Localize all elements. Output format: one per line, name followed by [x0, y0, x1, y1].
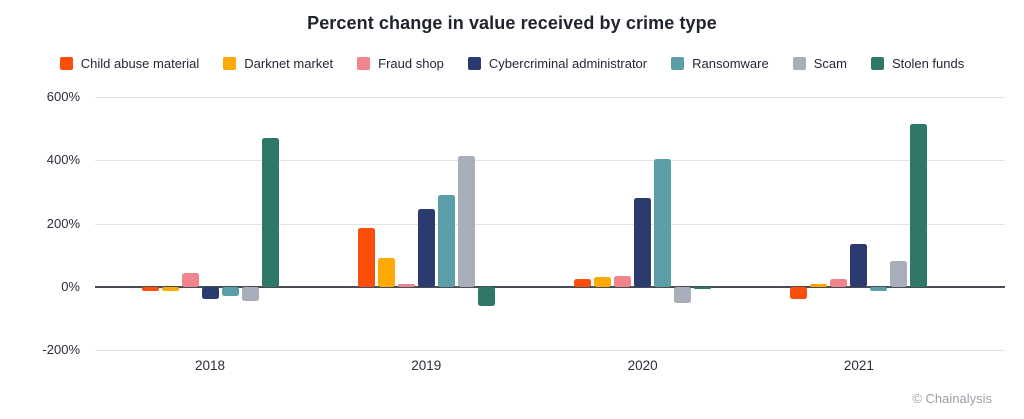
legend-item[interactable]: Cybercriminal administrator [467, 56, 648, 71]
bar-child-abuse-material-2018[interactable] [141, 286, 159, 292]
legend-item[interactable]: Stolen funds [870, 56, 965, 71]
bar-cybercriminal-administrator-2018[interactable] [201, 286, 219, 300]
bar-stolen-funds-2021[interactable] [910, 123, 928, 287]
legend-swatch-icon [357, 57, 371, 70]
legend-label: Stolen funds [891, 56, 965, 71]
bar-darknet-market-2021[interactable] [810, 283, 828, 287]
bar-darknet-market-2019[interactable] [377, 258, 395, 287]
bar-scam-2018[interactable] [241, 286, 259, 301]
legend-swatch-icon [671, 57, 685, 70]
bar-fraud-shop-2019[interactable] [397, 283, 415, 287]
bar-cybercriminal-administrator-2019[interactable] [417, 209, 435, 287]
bar-stolen-funds-2019[interactable] [477, 286, 495, 306]
bar-scam-2021[interactable] [890, 261, 908, 287]
zero-axis-line [95, 285, 1005, 288]
bar-cybercriminal-administrator-2021[interactable] [850, 244, 868, 287]
gridline [95, 350, 1005, 351]
legend-item[interactable]: Fraud shop [357, 56, 444, 71]
y-axis-tick-label: 200% [46, 215, 80, 231]
legend-item[interactable]: Ransomware [671, 56, 769, 71]
legend-item[interactable]: Darknet market [223, 56, 333, 71]
legend-label: Child abuse material [80, 56, 200, 71]
bar-child-abuse-material-2019[interactable] [357, 228, 375, 287]
chart-title: Percent change in value received by crim… [307, 13, 717, 33]
legend-swatch-icon [467, 57, 481, 70]
x-axis-tick-label: 2019 [411, 358, 442, 373]
legend-item[interactable]: Scam [792, 56, 847, 71]
bar-scam-2019[interactable] [457, 155, 475, 287]
bar-fraud-shop-2018[interactable] [181, 272, 199, 287]
y-axis-tick-label: -200% [42, 342, 80, 357]
y-axis-tick-label: 400% [46, 152, 80, 168]
gridline [95, 160, 1005, 162]
x-axis-tick-label: 2021 [843, 358, 874, 373]
bar-ransomware-2019[interactable] [437, 195, 455, 287]
legend-label: Cybercriminal administrator [488, 56, 648, 71]
bar-scam-2020[interactable] [674, 286, 692, 303]
bar-darknet-market-2020[interactable] [594, 277, 612, 287]
bar-fraud-shop-2020[interactable] [614, 275, 632, 287]
bar-ransomware-2021[interactable] [870, 286, 888, 292]
legend-label: Scam [813, 56, 847, 71]
gridline [95, 97, 1005, 98]
x-axis-tick-label: 2018 [194, 358, 226, 373]
legend-label: Darknet market [244, 56, 334, 71]
bar-stolen-funds-2018[interactable] [261, 138, 279, 287]
plot-area: 600% 400% 200% 0% -200% 2018 2019 2020 2021 [42, 89, 1005, 373]
x-axis-tick-label: 2020 [627, 358, 658, 373]
legend-swatch-icon [870, 57, 884, 70]
legend-label: Ransomware [692, 56, 769, 71]
bar-ransomware-2018[interactable] [221, 286, 239, 297]
bar-cybercriminal-administrator-2020[interactable] [634, 198, 652, 287]
legend-label: Fraud shop [378, 56, 444, 71]
bar-child-abuse-material-2020[interactable] [574, 278, 592, 287]
bar-stolen-funds-2020[interactable] [694, 286, 712, 289]
legend-swatch-icon [223, 57, 237, 70]
y-axis-tick-label: 0% [61, 278, 80, 294]
bar-ransomware-2020[interactable] [654, 158, 672, 287]
bar-darknet-market-2018[interactable] [161, 286, 179, 292]
legend-swatch-icon [59, 57, 73, 70]
bar-fraud-shop-2021[interactable] [830, 278, 848, 287]
gridline [95, 223, 1005, 225]
legend-swatch-icon [792, 57, 806, 70]
copyright-credit: © Chainalysis [912, 391, 992, 406]
chart-legend: Child abuse material Darknet market Fraud … [0, 56, 1024, 71]
y-axis-tick-label: 600% [46, 89, 80, 104]
legend-item[interactable]: Child abuse material [59, 56, 200, 71]
bar-child-abuse-material-2021[interactable] [790, 286, 808, 300]
